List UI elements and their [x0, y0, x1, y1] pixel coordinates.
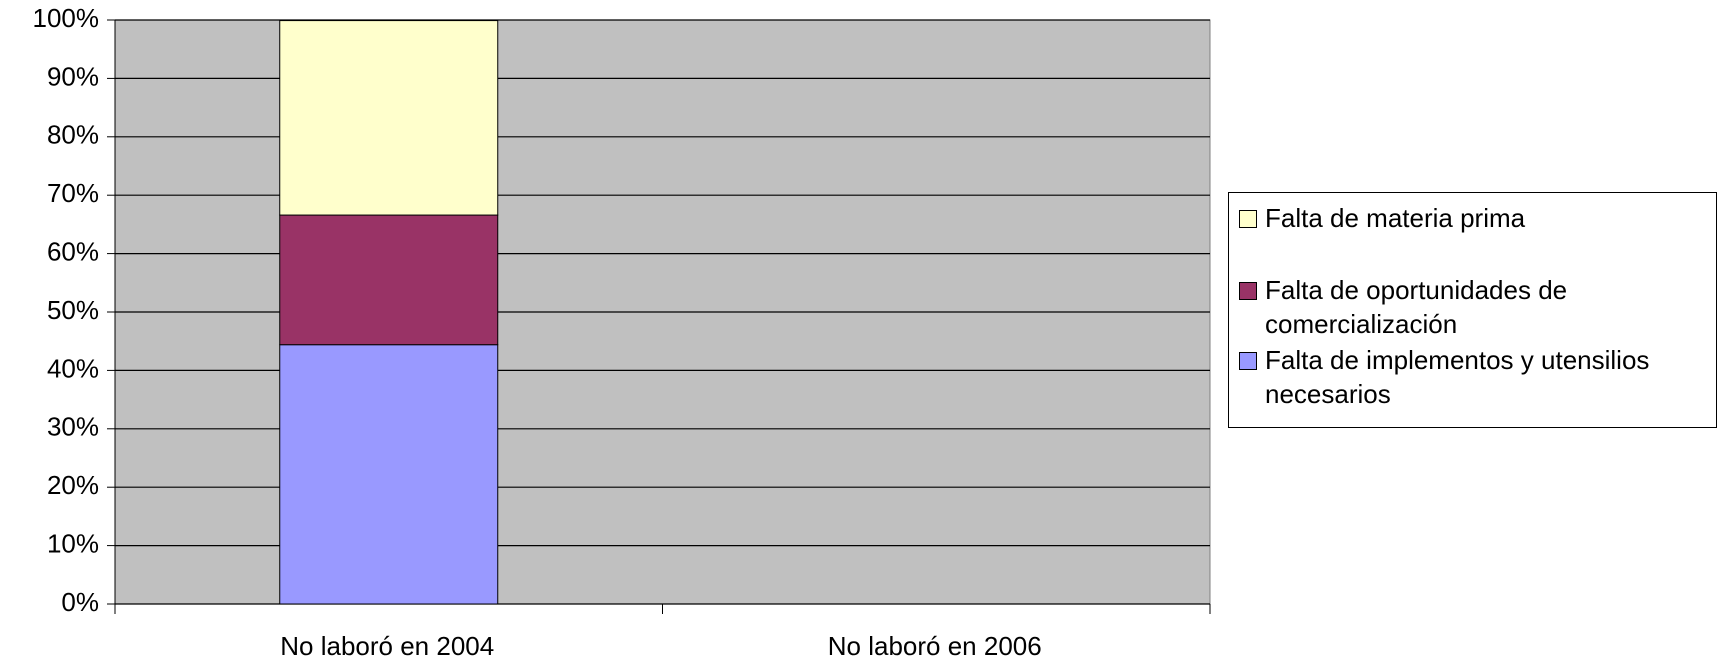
- legend-label: Falta de oportunidades de comercializaci…: [1265, 275, 1568, 339]
- legend-entry: Falta de implementos y utensilios necesa…: [1235, 343, 1710, 411]
- bar-segment: [279, 344, 499, 605]
- bar-segment: [279, 20, 499, 216]
- legend-entry: Falta de oportunidades de comercializaci…: [1235, 273, 1710, 341]
- y-tick-label: 100%: [33, 3, 100, 33]
- legend-label: Falta de materia prima: [1265, 203, 1526, 233]
- legend-label: Falta de implementos y utensilios necesa…: [1265, 345, 1650, 409]
- y-tick-label: 60%: [47, 236, 99, 266]
- y-tick-label: 90%: [47, 61, 99, 91]
- legend: Falta de materia prima Falta de oportunid…: [1228, 192, 1717, 428]
- y-tick-label: 20%: [47, 470, 99, 500]
- y-tick-label: 0%: [61, 587, 99, 617]
- bar-segment: [279, 214, 499, 346]
- x-tick-label: No laboró en 2006: [828, 631, 1042, 661]
- y-tick-label: 80%: [47, 120, 99, 150]
- legend-swatch: [1239, 210, 1257, 228]
- y-tick-label: 10%: [47, 528, 99, 558]
- y-tick-label: 50%: [47, 295, 99, 325]
- x-tick-label: No laboró en 2004: [280, 631, 494, 661]
- y-tick-label: 70%: [47, 178, 99, 208]
- y-tick-label: 30%: [47, 412, 99, 442]
- legend-entry: Falta de materia prima: [1235, 201, 1710, 235]
- legend-swatch: [1239, 282, 1257, 300]
- legend-swatch: [1239, 352, 1257, 370]
- y-tick-label: 40%: [47, 353, 99, 383]
